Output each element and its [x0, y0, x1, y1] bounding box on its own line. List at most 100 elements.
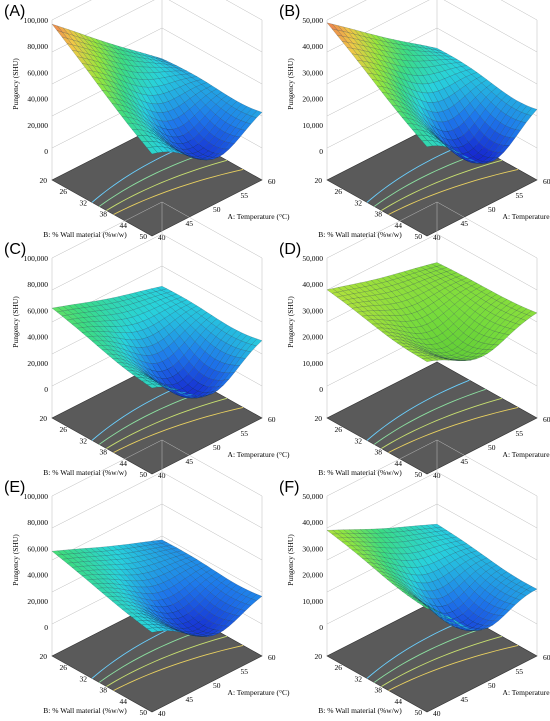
x-tick-label: 60: [543, 177, 550, 186]
floor-contour: [113, 168, 244, 215]
surface-plot-4: 50,000 40,000 30,000 20,000 10,000 0 Pungency …: [279, 201, 550, 480]
z-tick-label: 80,000: [27, 280, 48, 289]
y-axis-label: B: % Wall material (%w/w): [43, 230, 127, 239]
x-tick-label: 55: [241, 667, 249, 676]
floor-contour: [98, 626, 211, 683]
x-tick-label: 45: [461, 695, 469, 704]
surface-facet: [163, 627, 175, 632]
z-tick-label: 40,000: [302, 42, 323, 51]
surface-facet: [421, 357, 434, 362]
y-tick-label: 32: [80, 198, 88, 207]
x-tick-label: 50: [213, 205, 221, 214]
x-tick-label: 45: [186, 695, 194, 704]
y-tick-label: 50: [415, 470, 423, 479]
floor-contour: [381, 635, 503, 687]
x-tick-label: 60: [268, 415, 276, 424]
z-tick-label: 100,000: [24, 16, 49, 25]
y-tick-label: 26: [335, 187, 343, 196]
floor-contour: [113, 406, 244, 453]
z-tick-label: 10,000: [302, 121, 323, 130]
surface-facet: [438, 357, 450, 361]
y-tick-label: 50: [415, 708, 423, 717]
y-axis-label: B: % Wall material (%w/w): [318, 468, 402, 477]
x-tick-label: 50: [488, 681, 496, 690]
z-tick-label: 30,000: [302, 68, 323, 77]
gridline: [51, 471, 263, 529]
floor-contour: [381, 397, 503, 449]
x-tick-label: 45: [186, 457, 194, 466]
y-tick-label: 44: [120, 697, 128, 706]
z-tick-label: 50,000: [302, 16, 323, 25]
z-tick-label: 40,000: [27, 571, 48, 580]
floor-contour: [366, 141, 470, 203]
y-tick-label: 44: [395, 697, 403, 706]
z-tick-label: 0: [319, 623, 323, 632]
gridline: [51, 0, 263, 21]
x-axis-label: A: Temperature (°C): [503, 212, 550, 221]
y-tick-label: 38: [100, 686, 108, 695]
surface-facet: [196, 158, 208, 161]
x-axis-label: A: Temperature (°C): [503, 688, 550, 697]
y-tick-label: 38: [375, 448, 383, 457]
z-tick-label: 0: [44, 623, 48, 632]
y-tick-label: 50: [140, 232, 148, 241]
y-tick-label: 38: [375, 210, 383, 219]
floor-contour: [366, 617, 470, 679]
z-tick-label: 20,000: [302, 571, 323, 580]
y-tick-label: 26: [60, 187, 68, 196]
z-tick-label: 20,000: [27, 597, 48, 606]
z-tick-label: 0: [319, 385, 323, 394]
panel-label: (E): [4, 479, 25, 496]
y-tick-label: 20: [315, 414, 323, 423]
y-tick-label: 50: [140, 470, 148, 479]
gridline: [326, 0, 538, 21]
floor-contour: [373, 626, 486, 683]
y-tick-label: 32: [355, 198, 363, 207]
floor-contour: [388, 406, 519, 453]
x-tick-label: 50: [488, 443, 496, 452]
z-tick-label: 50,000: [302, 254, 323, 263]
z-tick-label: 30,000: [302, 544, 323, 553]
x-tick-label: 45: [461, 457, 469, 466]
x-tick-label: 55: [241, 429, 249, 438]
z-tick-label: 20,000: [27, 121, 48, 130]
z-tick-label: 100,000: [24, 254, 49, 263]
surface-plot-1: 100,000 80,000 60,000 40,000 20,000 0 Pungency…: [4, 0, 290, 242]
z-tick-label: 50,000: [302, 492, 323, 501]
floor-contour: [373, 388, 486, 445]
surface-plot-2: 50,000 40,000 30,000 20,000 10,000 0 Pungency …: [279, 0, 550, 242]
x-tick-label: 60: [543, 653, 550, 662]
y-tick-label: 44: [395, 221, 403, 230]
y-axis-label: B: % Wall material (%w/w): [318, 230, 402, 239]
panel-label: (D): [279, 241, 301, 258]
x-tick-label: 55: [516, 429, 524, 438]
y-tick-label: 44: [395, 459, 403, 468]
z-tick-label: 40,000: [302, 518, 323, 527]
z-tick-label: 60,000: [27, 544, 48, 553]
y-tick-label: 44: [120, 221, 128, 230]
z-tick-label: 0: [44, 385, 48, 394]
z-tick-label: 40,000: [27, 95, 48, 104]
gridline: [51, 233, 263, 291]
y-tick-label: 26: [335, 425, 343, 434]
y-tick-label: 50: [140, 708, 148, 717]
x-tick-label: 40: [433, 709, 441, 718]
z-axis-label: Pungency (SHU): [11, 534, 20, 586]
y-tick-label: 20: [40, 414, 48, 423]
y-axis-label: B: % Wall material (%w/w): [43, 706, 127, 715]
y-tick-label: 20: [315, 176, 323, 185]
surface-facet: [146, 627, 158, 633]
x-axis-label: A: Temperature (°C): [503, 450, 550, 459]
surface-facet: [168, 147, 180, 154]
x-tick-label: 60: [268, 653, 276, 662]
y-tick-label: 32: [80, 674, 88, 683]
x-axis-label: A: Temperature (°C): [228, 450, 290, 459]
surface-facet: [201, 635, 213, 637]
y-tick-label: 32: [355, 674, 363, 683]
z-tick-label: 40,000: [302, 280, 323, 289]
x-tick-label: 55: [241, 191, 249, 200]
z-tick-label: 20,000: [302, 333, 323, 342]
floor-contour: [106, 635, 228, 687]
floor-contour: [106, 397, 228, 449]
